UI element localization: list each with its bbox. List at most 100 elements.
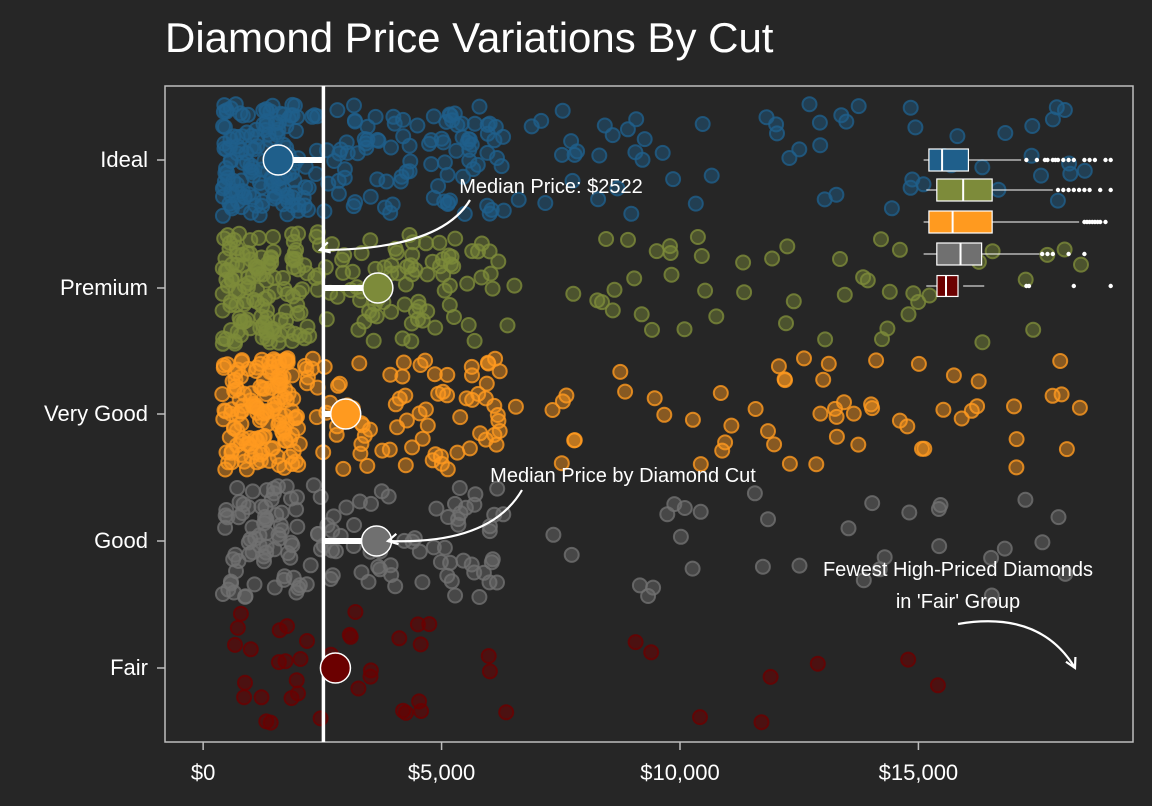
data-point [672, 528, 689, 545]
data-point [433, 455, 450, 472]
data-point [636, 131, 653, 148]
data-point [419, 266, 436, 283]
box-outlier [1108, 157, 1113, 163]
box-outlier [1045, 251, 1050, 257]
data-point [489, 480, 506, 497]
data-point [495, 202, 512, 219]
box-outlier [1040, 251, 1045, 257]
data-point [261, 452, 278, 469]
data-point [347, 604, 364, 620]
data-point [272, 311, 289, 328]
data-point [409, 117, 426, 134]
box-outlier [1082, 187, 1087, 193]
data-point [228, 176, 245, 193]
data-point [214, 180, 231, 197]
data-point [235, 496, 252, 513]
data-point [828, 408, 845, 425]
data-point [395, 111, 412, 128]
data-point [360, 573, 377, 590]
data-point [723, 417, 740, 434]
data-point [282, 448, 298, 465]
data-point [257, 499, 274, 516]
data-point [495, 506, 512, 523]
data-point [643, 644, 660, 661]
data-point [346, 112, 363, 129]
data-point [396, 296, 413, 313]
data-point [812, 405, 829, 422]
data-point [689, 229, 706, 245]
data-point [779, 238, 796, 255]
data-point [383, 139, 399, 156]
box-outlier [1071, 157, 1077, 163]
data-point [891, 412, 908, 429]
data-point [277, 653, 294, 670]
data-point [362, 232, 379, 249]
data-point [762, 668, 779, 685]
data-point [218, 271, 235, 288]
data-point [1058, 441, 1075, 458]
data-point [238, 461, 255, 478]
data-point [1033, 167, 1049, 184]
data-point [735, 254, 752, 271]
data-point [983, 549, 1000, 566]
data-point [391, 390, 408, 407]
data-point [566, 146, 583, 163]
box-outlier [1045, 157, 1050, 163]
data-point [812, 137, 829, 154]
data-point [850, 436, 867, 453]
data-point [327, 543, 344, 560]
data-point [273, 522, 290, 539]
data-point [1062, 165, 1079, 182]
data-point [256, 553, 272, 570]
data-point [289, 109, 306, 125]
data-point [879, 320, 896, 337]
data-point [229, 480, 246, 496]
data-point [299, 265, 316, 282]
data-point [282, 549, 299, 566]
data-point [436, 539, 453, 556]
data-point [454, 129, 471, 146]
data-point [466, 496, 483, 513]
box-outlier [1061, 157, 1066, 163]
data-point [252, 175, 268, 191]
data-point [299, 375, 315, 392]
data-point [684, 560, 701, 577]
data-point [481, 523, 498, 540]
data-point [931, 538, 948, 555]
data-point [466, 332, 483, 349]
data-point [271, 622, 288, 639]
data-point [902, 99, 919, 116]
data-point [369, 171, 386, 188]
data-point [1006, 398, 1022, 415]
data-point [412, 636, 429, 653]
data-point [335, 460, 352, 477]
data-point [840, 520, 857, 537]
data-point [590, 191, 607, 208]
data-point [838, 113, 855, 130]
data-point [836, 286, 853, 303]
data-point [545, 526, 562, 543]
data-point [234, 352, 250, 369]
data-point [424, 452, 441, 469]
data-point [325, 508, 342, 525]
annotation-text: Median Price: $2522 [459, 176, 642, 198]
data-point [1071, 399, 1088, 416]
data-point [240, 269, 257, 286]
data-point [434, 251, 451, 268]
data-point [484, 551, 501, 568]
data-point [290, 261, 307, 278]
data-point [905, 285, 922, 302]
data-point [697, 282, 714, 299]
data-point [662, 238, 678, 255]
data-point [778, 315, 794, 332]
data-point [953, 410, 970, 427]
data-point [237, 588, 254, 605]
data-point [288, 672, 305, 689]
data-point [506, 277, 523, 294]
data-point [634, 151, 651, 168]
box-iqr [928, 210, 993, 234]
data-point [620, 231, 636, 248]
data-point [313, 541, 329, 558]
data-point [414, 574, 431, 591]
data-point [626, 270, 643, 287]
